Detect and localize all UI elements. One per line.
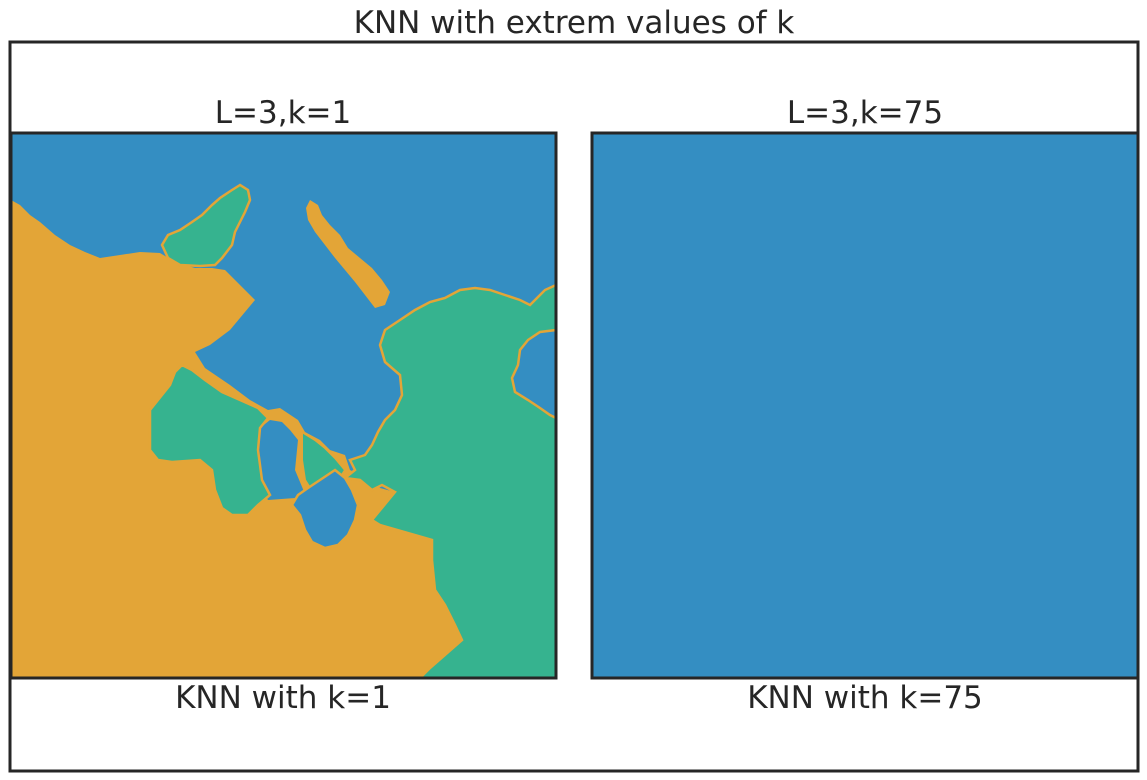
panel-left-frame — [9, 131, 558, 680]
region-blue-island-right — [510, 328, 558, 421]
panel-left — [9, 131, 558, 680]
panel-left-xlabel: KNN with k=1 — [175, 680, 391, 716]
panel-right-xlabel: KNN with k=75 — [747, 680, 983, 716]
region-orange-streak — [306, 200, 390, 308]
region-green-left — [148, 363, 272, 517]
figure-title: KNN with extrem values of k — [353, 5, 795, 41]
panel-right-title: L=3,k=75 — [786, 95, 944, 131]
region-green-right — [341, 283, 558, 680]
panel-left-title: L=3,k=1 — [214, 95, 352, 131]
panel-right-frame — [590, 131, 1140, 680]
panel-right — [590, 131, 1140, 680]
region-green-top — [160, 183, 252, 268]
region-blue-island-center — [290, 468, 360, 550]
region-blue-full — [592, 133, 1138, 678]
